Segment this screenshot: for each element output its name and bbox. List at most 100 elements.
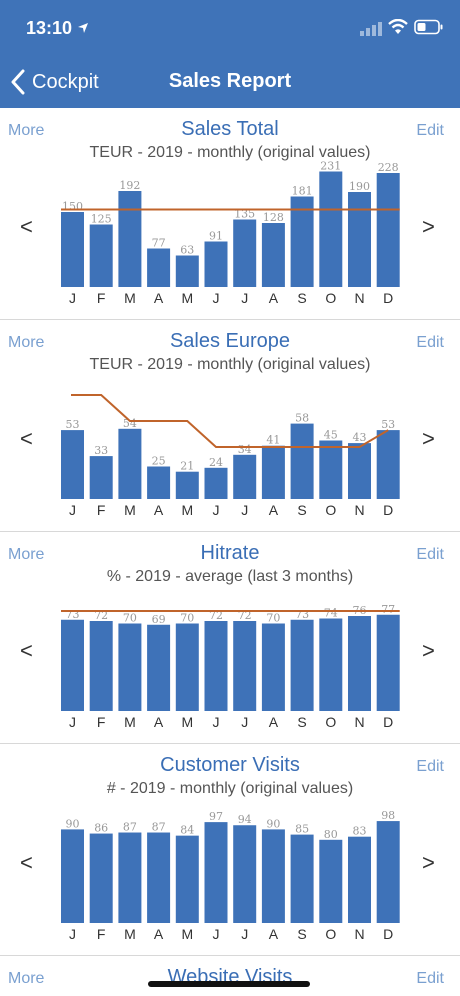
bar-value-label: 190 bbox=[349, 180, 370, 193]
chart-bar bbox=[89, 456, 113, 499]
edit-link[interactable]: Edit bbox=[416, 758, 444, 775]
more-link[interactable]: More bbox=[8, 122, 45, 139]
chart-card-customer-visits: Edit Customer Visits # - 2019 - monthly … bbox=[0, 754, 460, 956]
chart-bar bbox=[376, 430, 400, 499]
more-link[interactable]: More bbox=[8, 546, 45, 563]
chart-bar bbox=[319, 171, 343, 287]
chart-bar bbox=[319, 618, 343, 711]
chart-bar bbox=[319, 440, 343, 499]
prev-arrow-button[interactable]: < bbox=[20, 214, 33, 239]
chart-bar bbox=[233, 454, 257, 499]
month-tick-label: O bbox=[325, 926, 336, 942]
chart-bar bbox=[233, 621, 257, 711]
cellular-signal-icon bbox=[360, 22, 382, 36]
bar-chart: 150 J 125 F 192 M 77 A 63 M 91 J 135 J 128 A 181 S 231 O 190… bbox=[61, 160, 400, 306]
bar-value-label: 77 bbox=[381, 603, 395, 616]
bar-value-label: 45 bbox=[324, 429, 338, 442]
month-tick-label: A bbox=[269, 926, 279, 942]
reference-line bbox=[71, 394, 389, 448]
prev-arrow-button[interactable]: < bbox=[20, 426, 33, 451]
chart-bar bbox=[175, 471, 199, 499]
chart-bar bbox=[204, 467, 228, 499]
month-tick-label: N bbox=[354, 926, 364, 942]
edit-link[interactable]: Edit bbox=[416, 970, 444, 987]
bar-value-label: 85 bbox=[295, 823, 309, 836]
chevron-left-icon bbox=[11, 69, 25, 95]
chart-bar bbox=[348, 836, 371, 923]
month-tick-label: M bbox=[124, 714, 136, 730]
prev-arrow-button[interactable]: < bbox=[20, 638, 33, 663]
chart-bar bbox=[290, 196, 314, 287]
month-tick-label: S bbox=[297, 714, 306, 730]
chart-bar bbox=[61, 829, 84, 923]
month-tick-label: D bbox=[383, 926, 393, 942]
bar-value-label: 70 bbox=[123, 612, 137, 625]
prev-arrow-button[interactable]: < bbox=[20, 850, 33, 875]
bar-value-label: 21 bbox=[180, 460, 194, 473]
bar-value-label: 97 bbox=[209, 810, 223, 823]
bar-value-label: 53 bbox=[381, 418, 395, 431]
month-tick-label: J bbox=[69, 926, 76, 942]
month-tick-label: J bbox=[241, 926, 248, 942]
nav-header: 13:10 Cockpit Sales Report bbox=[0, 0, 460, 108]
month-tick-label: J bbox=[213, 502, 220, 518]
chart-bar bbox=[118, 623, 142, 711]
month-tick-label: N bbox=[354, 714, 364, 730]
month-tick-label: O bbox=[325, 290, 336, 306]
next-arrow-button[interactable]: > bbox=[422, 638, 435, 663]
month-tick-label: N bbox=[354, 502, 364, 518]
chart-bar bbox=[290, 834, 314, 923]
edit-link[interactable]: Edit bbox=[416, 334, 444, 351]
month-tick-label: M bbox=[124, 926, 136, 942]
chart-bar bbox=[204, 621, 228, 711]
bar-value-label: 73 bbox=[295, 608, 309, 621]
bar-value-label: 70 bbox=[266, 612, 280, 625]
bar-value-label: 83 bbox=[353, 825, 367, 838]
location-arrow-icon bbox=[78, 23, 88, 33]
edit-link[interactable]: Edit bbox=[416, 122, 444, 139]
chart-card-sales-europe: More Edit Sales Europe TEUR - 2019 - mon… bbox=[0, 330, 460, 532]
month-tick-label: J bbox=[69, 714, 76, 730]
bar-value-label: 77 bbox=[152, 237, 166, 250]
month-tick-label: N bbox=[354, 290, 364, 306]
status-time: 13:10 bbox=[26, 18, 73, 38]
month-tick-label: M bbox=[181, 926, 193, 942]
chart-bar bbox=[376, 821, 400, 923]
month-tick-label: J bbox=[241, 290, 248, 306]
month-tick-label: J bbox=[241, 714, 248, 730]
month-tick-label: O bbox=[325, 714, 336, 730]
chart-bar bbox=[118, 191, 142, 287]
chart-bar bbox=[118, 832, 142, 923]
bar-value-label: 90 bbox=[266, 817, 280, 830]
more-link[interactable]: More bbox=[8, 970, 45, 987]
more-link[interactable]: More bbox=[8, 334, 45, 351]
chart-bar bbox=[348, 192, 371, 287]
chart-bar bbox=[233, 219, 257, 287]
month-tick-label: A bbox=[269, 502, 279, 518]
bar-value-label: 72 bbox=[209, 609, 223, 622]
bar-value-label: 72 bbox=[238, 609, 252, 622]
bar-value-label: 87 bbox=[152, 821, 166, 834]
bar-value-label: 128 bbox=[263, 211, 284, 224]
bar-value-label: 91 bbox=[209, 230, 223, 243]
month-tick-label: F bbox=[97, 714, 106, 730]
month-tick-label: M bbox=[181, 502, 193, 518]
bar-value-label: 70 bbox=[180, 612, 194, 625]
chart-bar bbox=[147, 248, 171, 287]
bar-value-label: 90 bbox=[66, 817, 80, 830]
month-tick-label: M bbox=[181, 714, 193, 730]
bar-value-label: 192 bbox=[119, 179, 140, 192]
next-arrow-button[interactable]: > bbox=[422, 426, 435, 451]
next-arrow-button[interactable]: > bbox=[422, 214, 435, 239]
bar-value-label: 41 bbox=[266, 434, 280, 447]
month-tick-label: F bbox=[97, 502, 106, 518]
month-tick-label: M bbox=[181, 290, 193, 306]
bar-value-label: 98 bbox=[381, 809, 395, 822]
chart-bar bbox=[147, 466, 171, 499]
chart-bar bbox=[376, 173, 400, 287]
next-arrow-button[interactable]: > bbox=[422, 850, 435, 875]
chart-bar bbox=[233, 825, 257, 923]
edit-link[interactable]: Edit bbox=[416, 546, 444, 563]
back-button[interactable]: Cockpit bbox=[10, 66, 99, 98]
month-tick-label: J bbox=[241, 502, 248, 518]
